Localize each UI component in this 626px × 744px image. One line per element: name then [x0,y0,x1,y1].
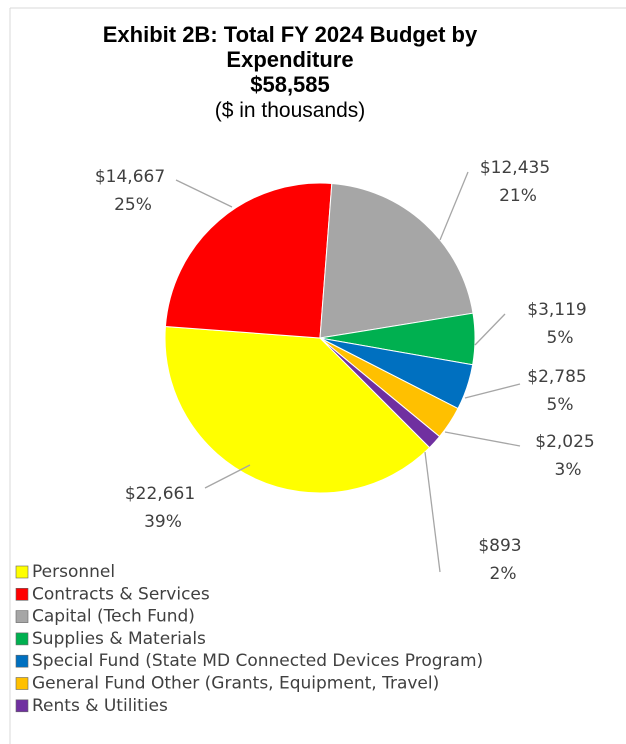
legend-swatch [15,632,29,646]
percent-label: 5% [547,328,574,348]
chart-subtitle: $58,585 [250,72,330,97]
leader-line [424,451,441,573]
data-label: $14,667 [95,167,165,187]
chart-note: ($ in thousands) [214,99,366,122]
percent-label: 5% [547,395,574,415]
legend-swatch [15,587,29,601]
data-label: $12,435 [480,158,550,178]
chart-title: Exhibit 2B: Total FY 2024 Budget by Expe… [102,22,478,72]
data-label: $3,119 [527,300,586,320]
leader-line [175,179,233,208]
data-label: $2,785 [527,367,586,387]
legend-swatch [15,654,29,668]
legend-label: Rents & Utilities [32,696,168,716]
legend-swatch [15,565,29,579]
leader-line [439,171,469,241]
data-label: $893 [478,536,521,556]
leader-line [204,464,251,489]
percent-label: 2% [490,564,517,584]
legend-label: Contracts & Services [32,584,210,604]
legend-label: General Fund Other (Grants, Equipment, T… [32,674,439,694]
leader-line [464,383,521,399]
legend-label: Supplies & Materials [32,629,206,649]
pie-slice [164,182,333,339]
legend-label: Personnel [32,562,115,582]
leader-line [474,313,506,346]
titles: Exhibit 2B: Total FY 2024 Budget by Expe… [60,22,520,124]
leader-line [444,431,521,447]
percent-label: 25% [114,195,152,215]
data-label: $22,661 [125,484,195,504]
pie-slice [319,182,474,339]
legend-swatch [15,610,29,623]
data-label: $2,025 [535,432,594,452]
pie-slice [164,325,431,494]
pie-slice [319,337,441,449]
legend-label: Capital (Tech Fund) [32,607,195,627]
percent-label: 3% [555,460,582,480]
legend-label: Special Fund (State MD Connected Devices… [32,651,483,671]
legend-swatch [15,677,29,690]
legend-swatch [15,699,29,713]
percent-label: 39% [144,512,182,532]
percent-label: 21% [499,186,537,206]
